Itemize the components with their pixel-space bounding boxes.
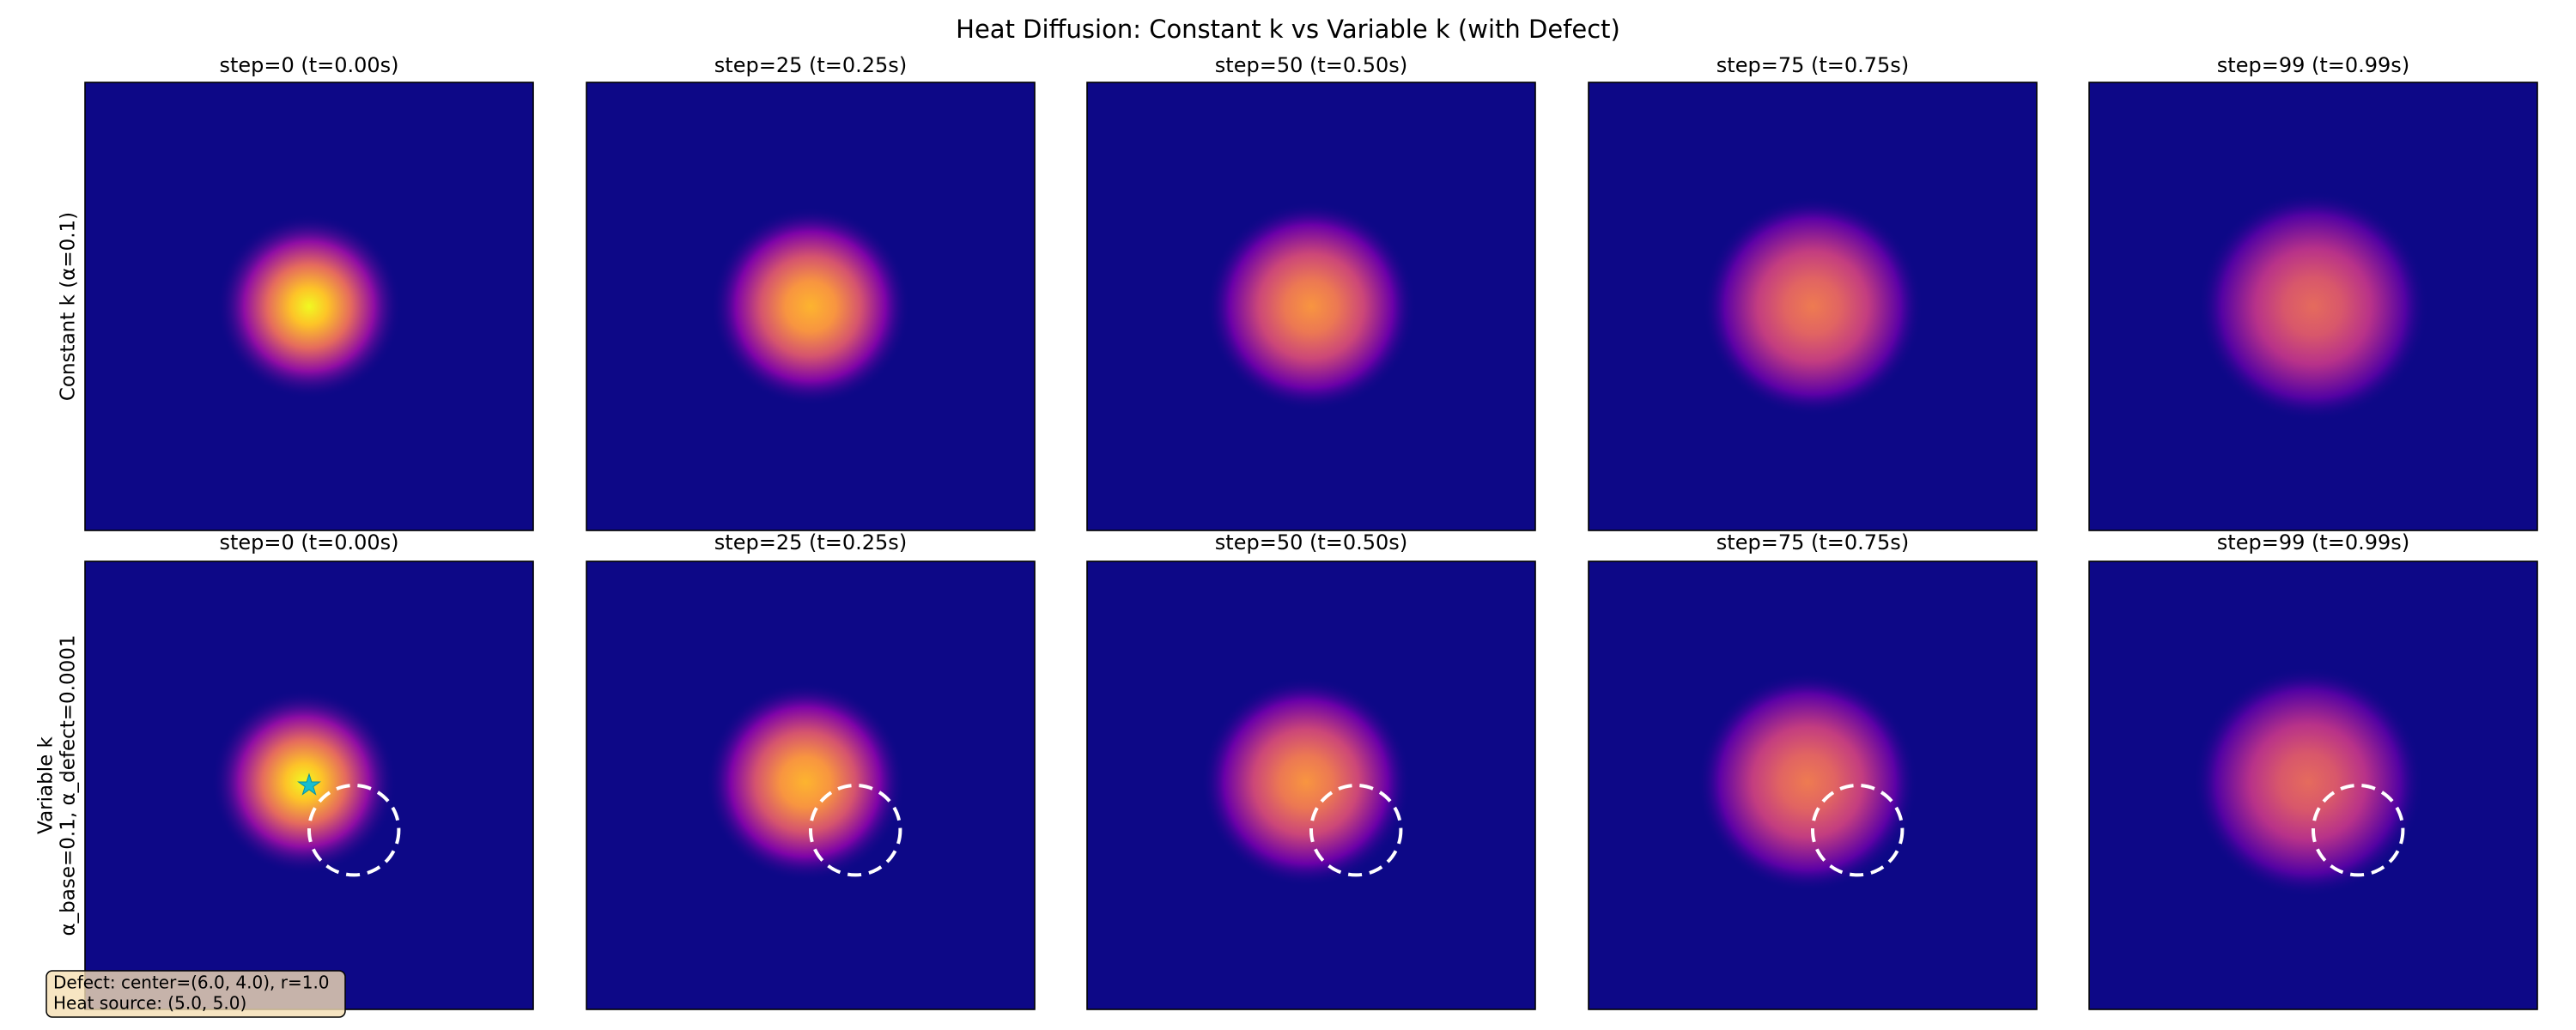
panels: Constant k (α=0.1) step=0 (t=0.00s) step=2… <box>35 53 2538 1010</box>
defect-outline <box>307 784 401 877</box>
heat-blob <box>1703 197 1923 416</box>
row-label: Variable k <box>35 736 58 833</box>
row-label: Constant k (α=0.1) <box>58 212 80 401</box>
heat-blob <box>706 682 905 882</box>
panel-title: step=99 (t=0.99s) <box>2217 53 2409 77</box>
defect-outline <box>809 784 902 877</box>
defect-outline <box>1309 784 1403 877</box>
heat-blob <box>2193 667 2423 897</box>
panel-frame <box>1588 82 2038 531</box>
panel-frame <box>1086 560 1536 1010</box>
panel-title: step=25 (t=0.25s) <box>714 530 907 554</box>
defect-outline <box>1811 784 1905 877</box>
panel-title: step=50 (t=0.50s) <box>1215 530 1407 554</box>
heat-blob <box>1698 672 1917 892</box>
figure-title: Heat Diffusion: Constant k vs Variable k… <box>956 15 1620 44</box>
panel-title: step=75 (t=0.75s) <box>1716 530 1909 554</box>
panel-title: step=0 (t=0.00s) <box>219 530 398 554</box>
panel-frame <box>84 82 534 531</box>
panel-frame <box>586 560 1036 1010</box>
heat-blob <box>216 214 402 399</box>
panel-frame <box>586 82 1036 531</box>
defect-outline <box>2312 784 2405 877</box>
annotation-line: Heat source: (5.0, 5.0) <box>53 993 246 1014</box>
heat-blob <box>1201 677 1411 887</box>
heat-blob <box>711 207 910 406</box>
panel-title: step=99 (t=0.99s) <box>2217 530 2409 554</box>
panel-title: step=50 (t=0.50s) <box>1215 53 1407 77</box>
panel-frame <box>1086 82 1536 531</box>
panel-frame <box>2088 82 2538 531</box>
panel-title: step=75 (t=0.75s) <box>1716 53 1909 77</box>
panel-title: step=0 (t=0.00s) <box>219 53 398 77</box>
panel-frame <box>1588 560 2038 1010</box>
heat-source-marker <box>297 772 321 796</box>
panel-frame <box>2088 560 2538 1010</box>
heat-blob <box>1206 202 1416 411</box>
heat-blob <box>2198 191 2428 421</box>
row-label: α_base=0.1, α_defect=0.0001 <box>58 634 80 936</box>
annotation-box <box>46 970 346 1018</box>
panel-title: step=25 (t=0.25s) <box>714 53 907 77</box>
annotation-line: Defect: center=(6.0, 4.0), r=1.0 <box>53 972 330 993</box>
